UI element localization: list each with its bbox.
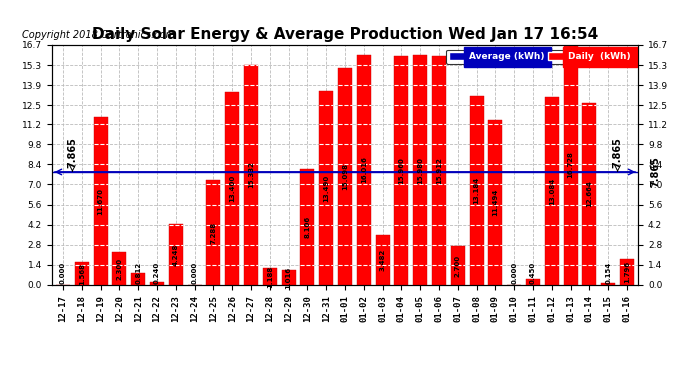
Text: 15.912: 15.912 <box>436 157 442 184</box>
Text: 16.016: 16.016 <box>361 156 367 183</box>
Text: 13.490: 13.490 <box>323 174 329 202</box>
Text: 13.184: 13.184 <box>473 177 480 204</box>
Bar <box>150 282 164 285</box>
Bar <box>582 103 596 285</box>
Bar <box>282 270 295 285</box>
Text: 3.482: 3.482 <box>380 249 386 271</box>
Text: 0.000: 0.000 <box>511 261 518 284</box>
Text: 2.300: 2.300 <box>117 257 122 279</box>
Bar <box>169 224 183 285</box>
Text: 15.960: 15.960 <box>398 157 404 184</box>
Bar <box>620 259 634 285</box>
Text: 0.812: 0.812 <box>135 261 141 284</box>
Bar <box>413 56 427 285</box>
Text: 15.980: 15.980 <box>417 157 423 184</box>
Text: 0.154: 0.154 <box>605 261 611 284</box>
Bar <box>206 180 221 285</box>
Text: 1.796: 1.796 <box>624 261 630 283</box>
Bar <box>432 56 446 285</box>
Bar <box>564 45 578 285</box>
Text: 15.098: 15.098 <box>342 163 348 190</box>
Text: 0.000: 0.000 <box>60 261 66 284</box>
Text: 1.188: 1.188 <box>267 266 273 288</box>
Bar <box>601 283 615 285</box>
Bar <box>112 252 126 285</box>
Text: 4.248: 4.248 <box>172 243 179 266</box>
Text: 13.084: 13.084 <box>549 177 555 205</box>
Text: 0.450: 0.450 <box>530 261 536 284</box>
Bar <box>451 246 465 285</box>
Bar <box>300 168 315 285</box>
Text: 13.400: 13.400 <box>229 175 235 202</box>
Text: 15.332: 15.332 <box>248 161 254 188</box>
Text: 0.240: 0.240 <box>154 261 160 284</box>
Bar <box>75 262 89 285</box>
Bar <box>319 91 333 285</box>
Text: 2.700: 2.700 <box>455 255 461 277</box>
Text: 7.288: 7.288 <box>210 222 217 244</box>
Text: 11.670: 11.670 <box>97 188 104 214</box>
Title: Daily Solar Energy & Average Production Wed Jan 17 16:54: Daily Solar Energy & Average Production … <box>92 27 598 42</box>
Bar <box>469 96 484 285</box>
Bar <box>263 268 277 285</box>
Bar <box>338 68 352 285</box>
Bar <box>94 117 108 285</box>
Legend: Average (kWh), Daily  (kWh): Average (kWh), Daily (kWh) <box>446 50 633 64</box>
Text: 7.865: 7.865 <box>613 137 622 168</box>
Bar <box>131 273 146 285</box>
Text: 11.494: 11.494 <box>493 189 498 216</box>
Bar <box>357 55 371 285</box>
Text: Copyright 2018 Cartronics.com: Copyright 2018 Cartronics.com <box>22 30 175 40</box>
Text: 16.728: 16.728 <box>568 152 573 178</box>
Bar <box>225 92 239 285</box>
Text: 0.000: 0.000 <box>192 261 197 284</box>
Text: 12.664: 12.664 <box>586 181 593 207</box>
Bar <box>526 279 540 285</box>
Text: 7.865: 7.865 <box>650 156 660 188</box>
Bar <box>395 56 408 285</box>
Text: 1.568: 1.568 <box>79 263 85 285</box>
Bar <box>375 235 390 285</box>
Text: 7.865: 7.865 <box>68 137 77 168</box>
Text: 1.016: 1.016 <box>286 267 292 289</box>
Bar <box>544 97 559 285</box>
Bar <box>489 120 502 285</box>
Bar <box>244 64 258 285</box>
Text: 8.106: 8.106 <box>304 216 310 238</box>
